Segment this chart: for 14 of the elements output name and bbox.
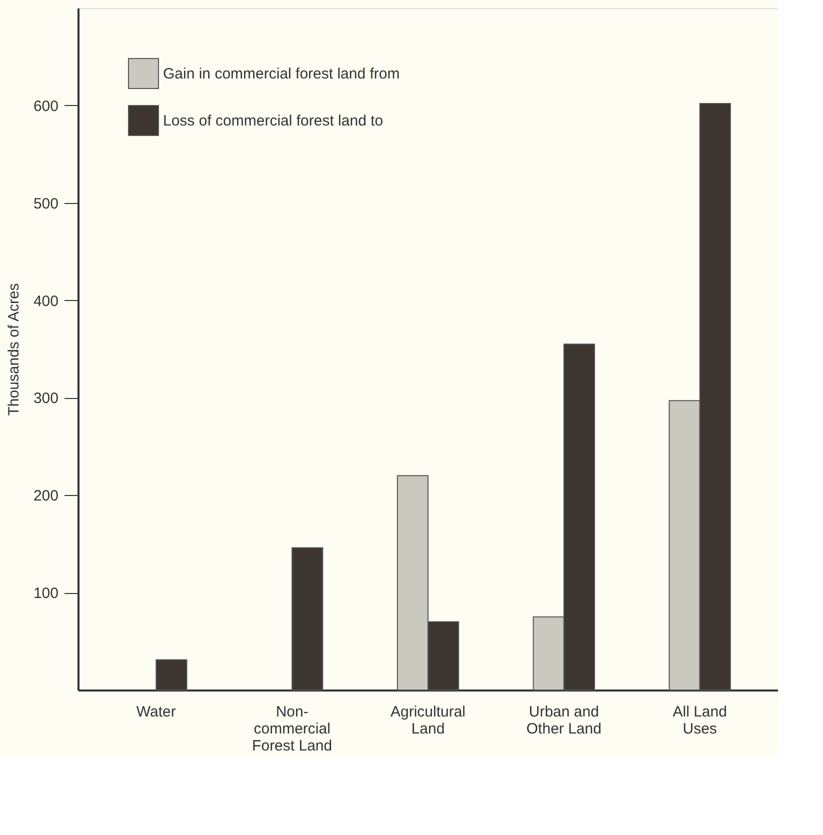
x-tick-label: Water <box>136 704 176 720</box>
x-tick-label: Non- commercial Forest Land <box>252 704 332 754</box>
y-tick-label: 500 <box>33 195 58 212</box>
y-tick-label: 100 <box>33 585 58 602</box>
y-tick-label: 600 <box>33 98 58 115</box>
y-tick-label: 400 <box>33 292 58 310</box>
y-tick-label: 200 <box>33 488 58 505</box>
x-tick-label: All Land Uses <box>672 704 727 738</box>
y-axis-title: Thousands of Acres <box>5 283 22 416</box>
x-tick-label: Urban and Other Land <box>526 704 602 738</box>
legend-label: Gain in commercial forest land from <box>163 66 400 82</box>
x-tick-label: Agricultural Land <box>390 704 466 738</box>
y-tick-label: 300 <box>33 390 58 408</box>
legend-label: Loss of commercial forest land to <box>163 112 384 130</box>
